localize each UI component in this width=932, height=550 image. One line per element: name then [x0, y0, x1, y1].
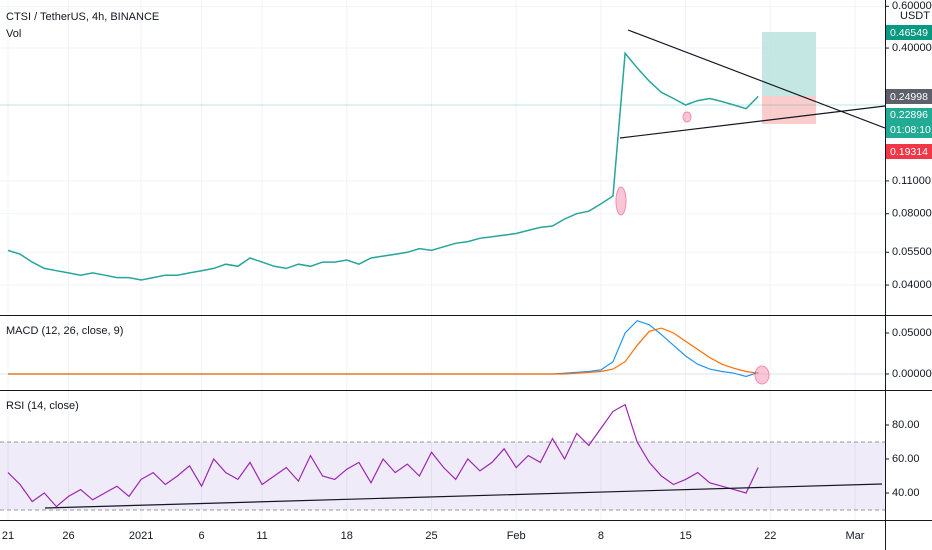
badge-label: 01:08:10 — [890, 124, 931, 136]
badge — [886, 89, 932, 104]
x-tick-label: Feb — [507, 530, 526, 542]
rsi-band — [0, 441, 885, 510]
x-tick-label: Mar — [846, 530, 865, 542]
plots — [0, 0, 889, 520]
y-tick-label: 0.05500 — [892, 246, 932, 258]
y-tick-label: 0.40000 — [892, 42, 932, 54]
y-tick-label: 60.00 — [892, 453, 920, 465]
x-tick-label: 2021 — [129, 530, 153, 542]
profit-zone — [762, 32, 816, 96]
pane-title: RSI (14, close) — [6, 400, 79, 412]
trend-line — [44, 483, 883, 509]
badge-label: 0.19314 — [890, 146, 928, 158]
trend-line — [627, 29, 886, 129]
x-tick-label: 6 — [199, 530, 205, 542]
drawings — [0, 29, 886, 509]
x-tick-label: 11 — [256, 530, 267, 542]
x-tick-label: 21 — [2, 530, 14, 542]
badge-label: 0.46549 — [890, 27, 928, 39]
series-line — [7, 403, 759, 508]
badge-label: 0.22896 — [890, 109, 928, 121]
price-badges: 0.46549 0.24998 0.22896 01:08:10 0.19314 — [886, 25, 932, 159]
x-tick-label: 26 — [62, 530, 74, 542]
badge — [886, 144, 932, 159]
series-line — [8, 327, 759, 375]
x-tick-label: 25 — [425, 530, 437, 542]
y-tick-label: 80.00 — [892, 419, 920, 431]
badge-label: 0.24998 — [890, 91, 928, 103]
series-line — [7, 51, 759, 281]
y-tick-label: 0.00000 — [892, 368, 932, 380]
highlight — [615, 186, 627, 216]
volume-label: Vol — [6, 28, 21, 40]
y-tick-label: 40.00 — [892, 487, 920, 499]
x-tick-label: 22 — [764, 530, 776, 542]
x-tick-label: 18 — [341, 530, 353, 542]
x-tick-label: 8 — [598, 530, 604, 542]
x-tick-label: 15 — [679, 530, 691, 542]
y-tick-label: 0.05000 — [892, 327, 932, 339]
y-tick-label: 0.11000 — [892, 175, 931, 187]
pane-title: MACD (12, 26, close, 9) — [6, 325, 123, 337]
currency-label: USDT — [900, 10, 930, 22]
highlight — [754, 365, 770, 385]
y-tick-label: 0.60000 — [892, 0, 932, 12]
chart-title: CTSI / TetherUS, 4h, BINANCE — [6, 11, 159, 23]
y-tick-label: 0.04000 — [892, 279, 932, 291]
highlight — [682, 111, 692, 123]
badge — [886, 108, 932, 138]
trend-line — [619, 105, 886, 139]
y-tick-label: 0.08000 — [892, 208, 932, 220]
badge — [886, 25, 932, 40]
